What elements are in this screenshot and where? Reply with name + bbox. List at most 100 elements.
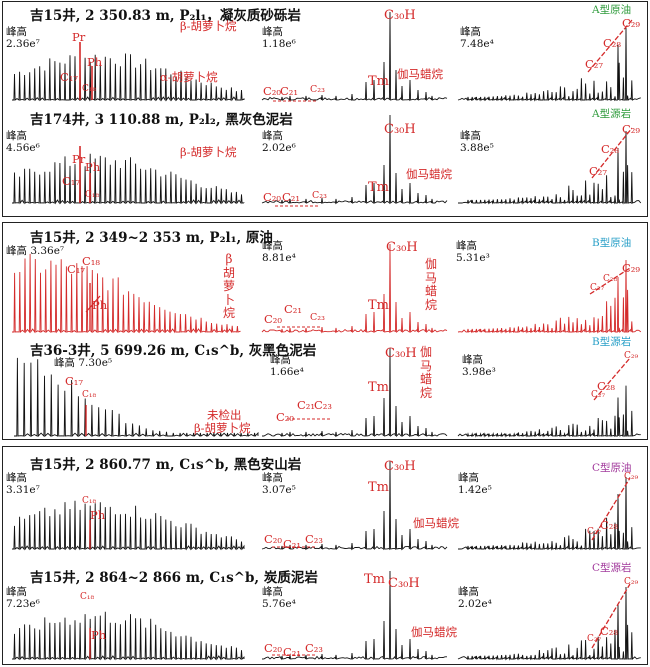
peak-height-3: 峰高 5.31e³ — [456, 240, 490, 264]
c27-label: C₂₇ — [585, 57, 604, 71]
c21-label: C₂₁ — [283, 537, 302, 551]
sample-title: 吉15井, 2 864~2 866 m, C₁s^b, 炭质泥岩 — [30, 570, 318, 586]
chromatogram-trace — [261, 460, 448, 551]
c18-label: C₁₈ — [80, 592, 95, 602]
peak-height-2: 峰高 3.07e⁵ — [262, 472, 296, 496]
chromatogram-trace — [12, 500, 245, 551]
tm-label: Tm — [368, 74, 389, 89]
gammacerane-label: 伽马蜡烷 — [413, 516, 459, 530]
peak-height-1: 峰高 3.36e⁷ — [6, 245, 65, 257]
c30h-label: C₃₀H — [385, 346, 417, 361]
sterane-trend-line — [587, 19, 633, 73]
peak-height-3: 峰高 1.42e⁵ — [458, 472, 492, 496]
chromatogram-trace — [12, 53, 245, 102]
chromatogram-trace — [261, 11, 448, 102]
c30h-label: C₃₀H — [384, 8, 416, 23]
c20-label: C₂₀ — [263, 84, 282, 98]
c18-label: C₁₈ — [82, 84, 97, 94]
c29-label: C₂₉ — [622, 261, 641, 275]
c23-label: C₂₃ — [310, 84, 325, 95]
pr-label: Pr — [72, 30, 86, 44]
ph-label: Ph — [90, 508, 106, 522]
sterane-trend-line — [591, 583, 631, 649]
tm-label: Tm — [368, 480, 389, 495]
ph-label: Ph — [87, 55, 103, 69]
c29-label: C₂₉ — [622, 16, 641, 30]
c20-label: C₂₀ — [276, 410, 295, 424]
gammacerane-label: 伽马蜡烷 — [411, 625, 457, 639]
sterane-trend-line — [591, 127, 633, 179]
chromatogram-trace — [14, 357, 259, 438]
c30h-label: C₃₀H — [384, 459, 416, 474]
chromatogram-trace — [457, 27, 641, 102]
chromatogram-trace — [458, 130, 642, 205]
panel-c — [2, 446, 648, 665]
peak-height-2: 峰高 5.76e⁴ — [262, 586, 296, 610]
c23-label: C₂₃ — [305, 641, 324, 655]
c29-label: C₂₉ — [622, 122, 641, 136]
peak-height-1: 峰高 3.31e⁷ — [6, 472, 40, 496]
sterane-trend-line — [591, 477, 631, 541]
c28-label: C₂₈ — [601, 142, 620, 156]
c20-label: C₂₀ — [264, 532, 283, 546]
pr-label: Pr — [72, 152, 86, 166]
oil-type-label: B型原油 — [592, 237, 632, 249]
c30h-label: C₃₀H — [388, 576, 420, 591]
c30h-label: C₃₀H — [384, 122, 416, 137]
oil-type-label: C型原油 — [592, 462, 632, 474]
oil-type-label: A型源岩 — [592, 108, 632, 120]
chromatogram-trace — [12, 611, 245, 661]
c29-label: C₂₉ — [624, 351, 639, 361]
c28-label: C₂₈ — [603, 274, 618, 284]
c20-label: C₂₀ — [263, 190, 282, 204]
chromatogram-trace — [261, 570, 447, 661]
tm-label: Tm — [364, 572, 385, 587]
c18-label: C₁₈ — [85, 190, 100, 200]
c17-label: C₁₇ — [60, 70, 79, 84]
beta-carotane-label: β-胡萝卜烷 — [180, 19, 237, 33]
peak-height-2: 峰高 1.18e⁶ — [262, 26, 296, 50]
sterane-trend-line — [593, 357, 631, 401]
c23-label: C₂₃ — [310, 312, 325, 323]
gammacerane-label: 伽马蜡烷 — [397, 67, 443, 81]
peak-height-2: 峰高 1.66e⁴ — [270, 354, 304, 378]
peak-height-3: 峰高 2.02e⁴ — [458, 586, 492, 610]
chromatogram-trace — [262, 347, 448, 438]
chromatogram-trace — [458, 476, 641, 551]
chromatogram-trace — [261, 114, 448, 205]
c27-label: C₂₇ — [587, 634, 602, 644]
peak-height-3: 峰高 7.48e⁴ — [460, 26, 494, 50]
c17-label: C₁₇ — [65, 374, 84, 388]
c23-label: C₂₃ — [312, 190, 327, 201]
c27-label: C₂₇ — [589, 164, 608, 178]
beta-carotane-label: β-胡萝卜烷 — [180, 145, 237, 159]
c21-label: C₂₁ — [282, 190, 301, 204]
gammacerane-label: 伽马蜡烷 — [424, 257, 437, 312]
peak-height-2: 峰高 8.81e⁴ — [262, 240, 296, 264]
ph-label: Ph — [92, 298, 108, 312]
c23-label: C₂₃ — [314, 398, 333, 412]
oil-type-label: C型源岩 — [592, 562, 632, 574]
c18-label: C₁₈ — [82, 254, 101, 268]
c21-label: C₂₁ — [284, 302, 303, 316]
c28-label: C₂₈ — [603, 36, 622, 50]
c27-label: C₂₇ — [587, 527, 602, 537]
sample-title: 吉15井, 2 350.83 m, P₂l₁，凝灰质砂砾岩 — [30, 8, 301, 24]
c30h-label: C₃₀H — [386, 240, 418, 255]
peak-height-3: 峰高 3.88e⁵ — [460, 130, 494, 154]
c21-label: C₂₁ — [283, 645, 302, 659]
ph-marker — [85, 295, 101, 313]
c21-label: C₂₁ — [297, 398, 316, 412]
sterane-trend-line — [589, 267, 631, 295]
chromatogram-trace — [457, 586, 641, 661]
peak-height-3: 峰高 3.98e³ — [462, 354, 496, 378]
sample-title: 吉36-3井, 5 699.26 m, C₁s^b, 灰黑色泥岩 — [30, 343, 317, 359]
c27-label: C₂₇ — [591, 390, 606, 400]
chromatogram-trace — [261, 243, 448, 334]
sample-title: 吉15井, 2 349~2 353 m, P₂l₁, 原油 — [30, 230, 273, 246]
peak-height-1: 峰高 7.30e⁵ — [54, 357, 113, 369]
tm-label: Tm — [368, 298, 389, 313]
ph-label: Ph — [91, 628, 107, 642]
c17-label: C₁₇ — [62, 174, 81, 188]
